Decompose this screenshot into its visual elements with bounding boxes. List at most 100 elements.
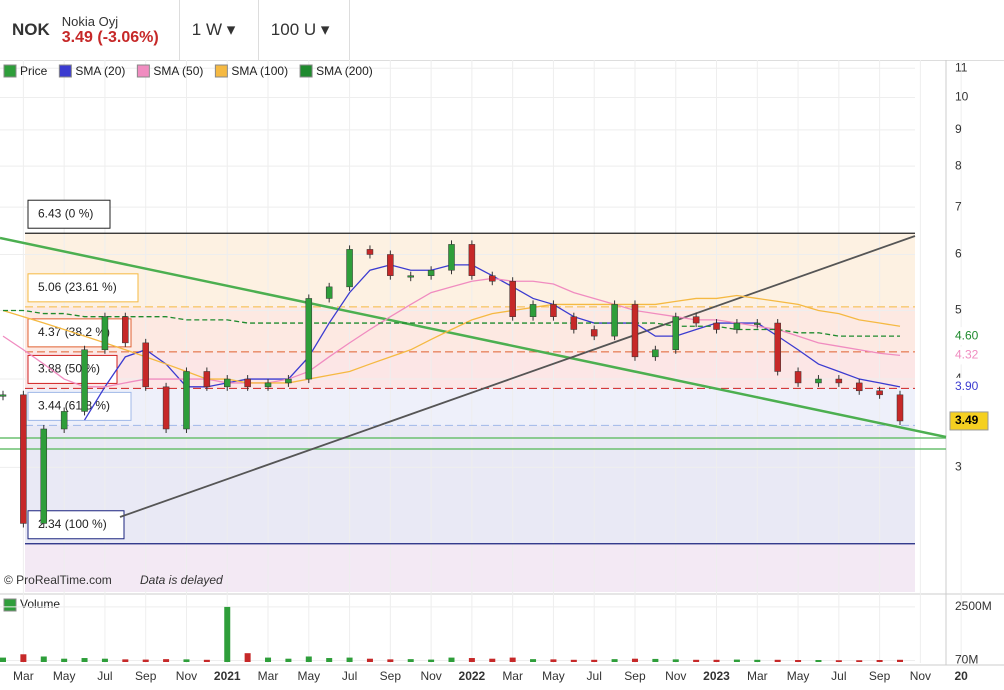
candle: [183, 371, 190, 430]
legend-label: SMA (20): [75, 64, 125, 78]
candle: [244, 378, 251, 388]
fib-label: 3.88 (50 %): [38, 362, 100, 376]
candle: [162, 386, 170, 430]
y-tick-label: 7: [955, 199, 962, 213]
candle: [489, 275, 496, 282]
volume-bar: [652, 658, 659, 662]
vol-tick-label: 70M: [955, 653, 978, 667]
volume-bar: [265, 657, 272, 662]
volume-title: Volume: [20, 597, 60, 611]
fib-label-box: [27, 391, 132, 421]
volume-bar: [754, 659, 761, 662]
trendline: [0, 236, 947, 439]
candle: [774, 322, 781, 372]
candle: [346, 249, 353, 288]
units-text: 100 U: [270, 20, 317, 39]
candle: [692, 316, 700, 324]
x-tick-label: Mar: [258, 669, 279, 683]
fib-zone: [25, 351, 915, 389]
volume-bar: [163, 659, 170, 662]
candle: [101, 316, 109, 351]
legend-swatch: [58, 64, 72, 78]
volume-bar: [530, 659, 537, 662]
candle: [40, 428, 48, 524]
volume-bar: [856, 660, 863, 662]
candle: [509, 280, 516, 317]
fib-label: 2.34 (100 %): [38, 517, 107, 531]
sma-line: [2, 277, 901, 388]
volume-bar: [183, 659, 190, 662]
volume-bar: [224, 606, 231, 662]
candle: [325, 286, 333, 299]
candle: [550, 304, 557, 317]
y-tick-label: 9: [955, 122, 962, 136]
x-tick-label: Jul: [587, 669, 602, 683]
y-tick-label: 8: [955, 158, 962, 172]
fib-zone: [25, 306, 915, 352]
candle: [672, 316, 679, 351]
volume-bar: [611, 659, 618, 662]
y-tick-label: 5: [955, 303, 962, 317]
x-tick-label: Jul: [342, 669, 357, 683]
legend-swatch: [214, 64, 228, 78]
candle: [754, 322, 761, 325]
x-tick-label: Nov: [910, 669, 931, 683]
y-tick-label: 11: [955, 60, 968, 74]
x-tick-label: 2021: [214, 669, 241, 683]
units[interactable]: 100 U ▾: [259, 0, 350, 60]
legend-label: SMA (200): [316, 64, 373, 78]
legend-swatch: [3, 64, 17, 78]
fib-label: 5.06 (23.61 %): [38, 280, 117, 294]
x-tick-label: Sep: [380, 669, 402, 683]
candle: [448, 244, 455, 271]
interval[interactable]: 1 W ▾: [180, 0, 259, 60]
price-tag-label: 4.32: [955, 348, 979, 362]
delay-note: Data is delayed: [140, 573, 223, 587]
volume-bar: [40, 656, 47, 662]
volume-bar: [387, 659, 394, 662]
x-tick-label: Jul: [97, 669, 112, 683]
candle: [611, 304, 618, 337]
candle: [590, 329, 598, 337]
volume-bar: [733, 659, 740, 662]
volume-bar: [672, 659, 679, 662]
legend-swatch: [136, 64, 150, 78]
volume-bar: [81, 658, 88, 662]
volume-bar: [407, 659, 414, 662]
price-tag-label: 3.49: [955, 413, 979, 427]
legend-swatch: [3, 598, 17, 612]
candle: [285, 378, 292, 384]
volume-bar: [897, 659, 903, 662]
candle: [407, 275, 414, 278]
candle: [305, 298, 313, 380]
x-tick-label: Nov: [665, 669, 686, 683]
y-tick-label: 10: [955, 90, 969, 104]
volume-bar: [101, 658, 108, 662]
vol-tick-label: 2500M: [955, 599, 992, 613]
candle: [387, 254, 394, 276]
candle: [468, 244, 476, 276]
fib-label-box: [27, 199, 111, 229]
candle: [0, 394, 7, 397]
chart: Mar May Jul Sep Nov 2021 Mar May Jul Sep Nov 2022 Ma…: [0, 60, 1004, 683]
candle: [713, 322, 720, 330]
y-tick-label: 6: [955, 247, 962, 261]
volume-bar: [570, 659, 577, 662]
x-tick-label: May: [542, 669, 565, 683]
price-tag: [950, 327, 988, 346]
candle: [876, 390, 883, 396]
fib-label: 6.43 (0 %): [38, 206, 93, 220]
volume-bar: [448, 657, 455, 662]
volume-bar: [835, 660, 842, 662]
lower-zone: [25, 543, 915, 592]
volume-bar: [61, 658, 68, 662]
price-tag-label: 3.90: [955, 379, 979, 393]
x-tick-label: May: [787, 669, 810, 683]
x-tick-label: 2023: [703, 669, 730, 683]
legend-label: SMA (50): [153, 64, 203, 78]
volume-bar: [631, 658, 638, 662]
y-tick-label: 3: [955, 460, 962, 474]
legend-label: SMA (100): [231, 64, 288, 78]
legend-swatch: [299, 64, 313, 78]
volume-bar: [366, 658, 373, 662]
